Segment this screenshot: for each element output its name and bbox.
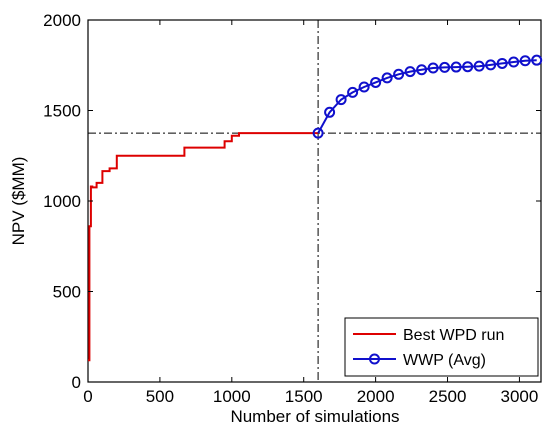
y-tick-label: 1500: [43, 102, 81, 121]
x-tick-label: 1500: [285, 387, 323, 406]
series-point: [312, 127, 324, 139]
series-point: [404, 66, 416, 78]
series-point: [393, 68, 405, 80]
series-point: [450, 61, 462, 73]
series-layer: [88, 54, 543, 362]
series-point: [416, 64, 428, 76]
series-point: [496, 57, 508, 69]
y-tick-labels: 0 500 1000 1500 2000: [43, 11, 81, 392]
series-point: [519, 55, 531, 67]
x-tick-label: 2500: [429, 387, 467, 406]
series-point: [335, 94, 347, 106]
y-tick-label: 0: [72, 373, 81, 392]
series-point: [439, 61, 451, 73]
series-point: [473, 60, 485, 72]
x-tick-label: 1000: [213, 387, 251, 406]
plot-area: [87, 19, 543, 383]
legend-box: [344, 317, 539, 377]
series-point: [427, 62, 439, 74]
x-tick-label: 500: [146, 387, 174, 406]
series-point: [462, 61, 474, 73]
series-point: [381, 72, 393, 84]
series-point: [370, 76, 382, 88]
series-point: [508, 56, 520, 68]
y-axis-label: NPV ($MM): [9, 157, 28, 246]
y-tick-label: 1000: [43, 192, 81, 211]
tick-marks: [87, 19, 541, 383]
legend-label-wwp-avg: WWP (Avg): [403, 352, 486, 369]
legend-label-best-wpd: Best WPD run: [403, 327, 504, 344]
series-point: [485, 59, 497, 71]
y-tick-label: 500: [53, 283, 81, 302]
series-line-1: [317, 59, 537, 134]
x-axis-label: Number of simulations: [230, 407, 399, 426]
series-point: [358, 81, 370, 93]
series-point: [531, 54, 543, 66]
x-tick-labels: 0 500 1000 1500 2000 2500 3000: [83, 387, 538, 406]
legend: Best WPD run WWP (Avg): [344, 317, 539, 377]
series-point: [347, 86, 359, 98]
x-tick-label: 3000: [501, 387, 539, 406]
y-tick-label: 2000: [43, 11, 81, 30]
series-point: [324, 106, 336, 118]
x-tick-label: 2000: [357, 387, 395, 406]
legend-marker-wwp-avg: [369, 353, 380, 365]
x-tick-label: 0: [83, 387, 92, 406]
series-line-0: [88, 132, 319, 362]
